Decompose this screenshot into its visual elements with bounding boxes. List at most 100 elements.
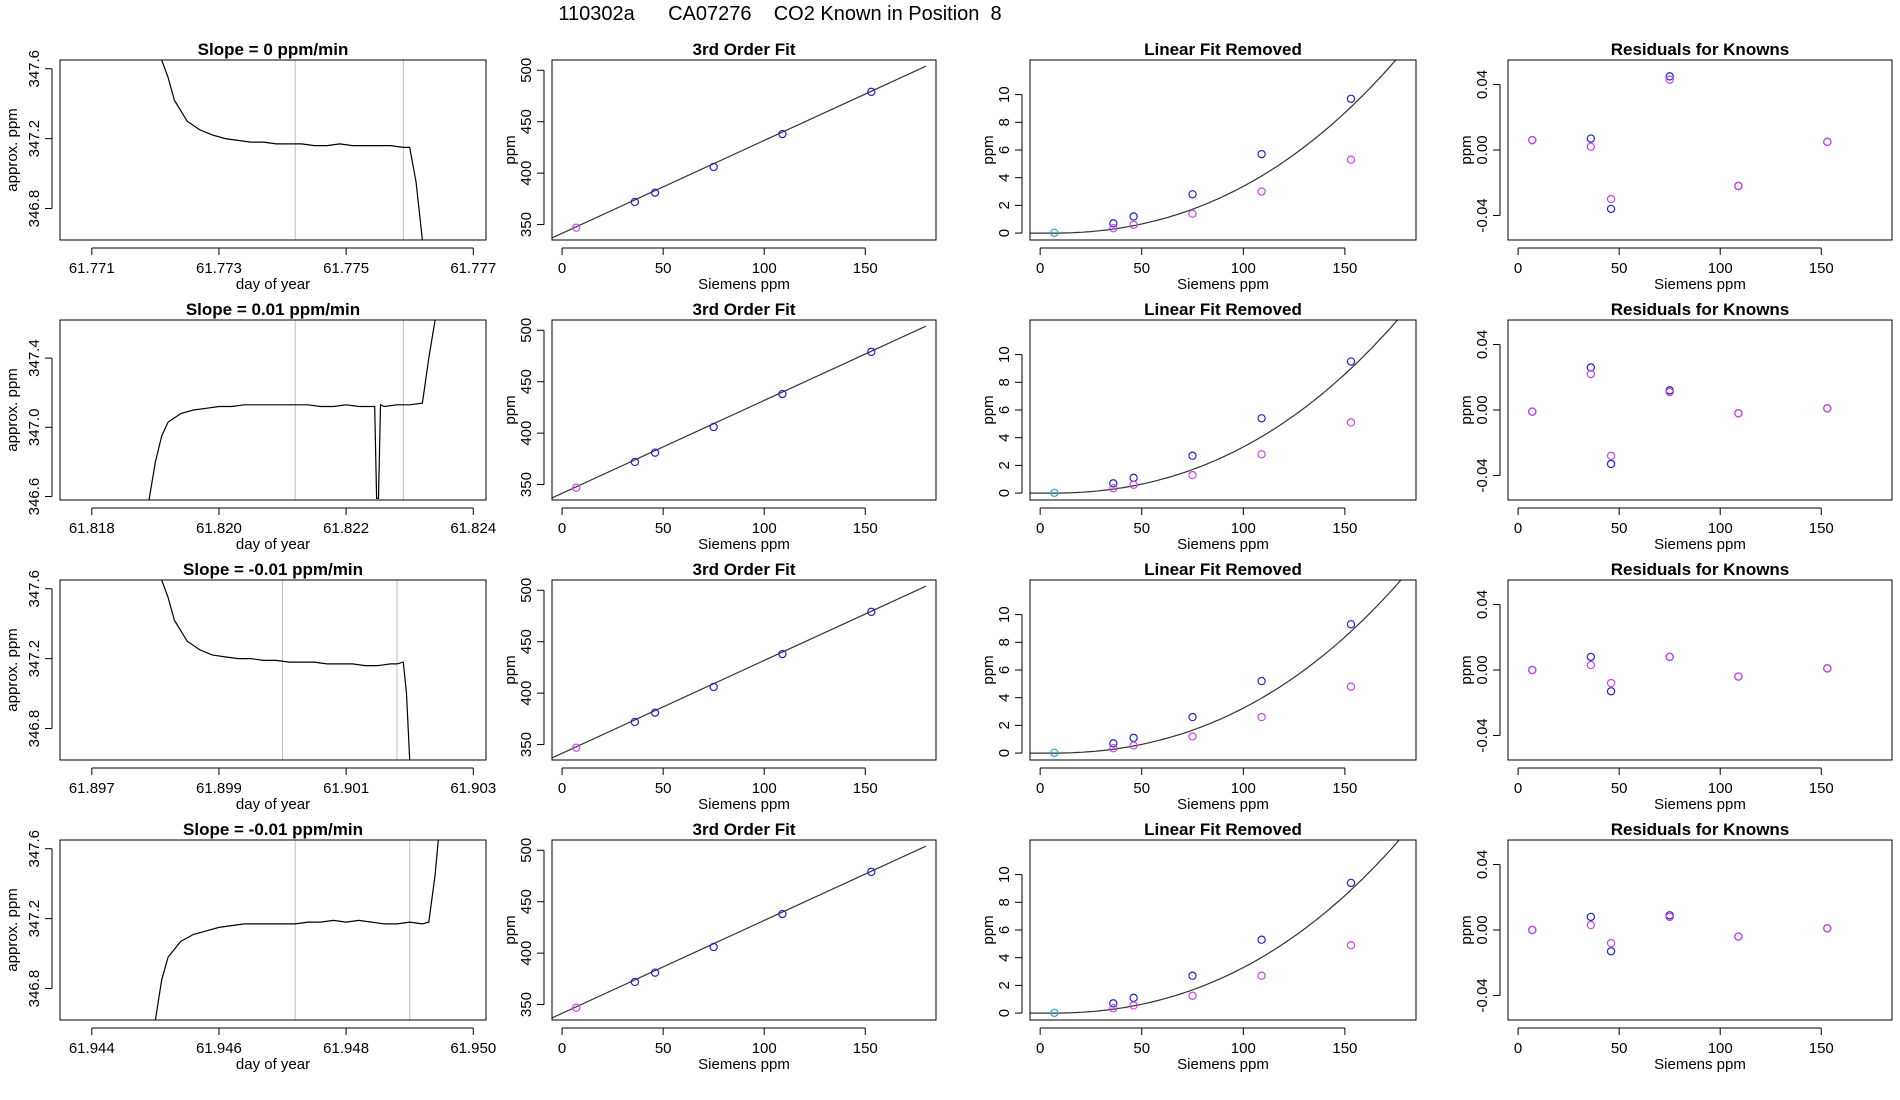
y-tick-label: 0 <box>996 489 1013 497</box>
data-point <box>1346 155 1356 164</box>
plot-frame <box>1029 579 1417 761</box>
plot-area <box>1030 580 1402 758</box>
y-tick-label: 350 <box>518 992 535 1017</box>
data-point <box>1257 187 1266 196</box>
plot-frame <box>1507 839 1893 1021</box>
data-point <box>1823 137 1832 147</box>
panel-title: Slope = -0.01 ppm/min <box>183 820 363 839</box>
panel-title: 3rd Order Fit <box>693 40 796 59</box>
x-tick-label: 0 <box>1036 260 1044 277</box>
panel-title: Linear Fit Removed <box>1144 300 1302 319</box>
panel-trace-row2: Slope = -0.01 ppm/min 61.897 61.899 61.901 6… <box>4 560 496 813</box>
panel-resid-row1: Residuals for Knowns 0 50 100 150 Siemens ppm… <box>1458 300 1893 553</box>
data-point <box>1050 748 1059 758</box>
plot-frame <box>59 59 487 241</box>
data-point <box>709 422 718 432</box>
x-tick-label: 150 <box>1332 520 1357 537</box>
x-axis-label: Siemens ppm <box>698 276 790 293</box>
panel-trace-row0: Slope = 0 ppm/min 61.771 61.773 61.775 61.77… <box>4 40 496 293</box>
panel-linfit-row0: Linear Fit Removed 0 50 100 150 Siemens ppm 0 2… <box>980 40 1417 293</box>
x-tick-label: 150 <box>1809 260 1834 277</box>
trace-line <box>161 60 423 240</box>
x-tick-label: 0 <box>1514 260 1522 277</box>
panel-linfit-row2: Linear Fit Removed 0 50 100 150 Siemens ppm 0 2… <box>980 560 1417 813</box>
y-tick-label: 0.00 <box>1474 395 1491 424</box>
data-point <box>778 129 787 139</box>
data-point <box>1257 676 1266 686</box>
x-tick-label: 50 <box>1611 1040 1628 1057</box>
data-point <box>630 717 640 727</box>
panel-title: Linear Fit Removed <box>1144 40 1302 59</box>
data-point <box>1528 135 1537 145</box>
x-tick-label: 50 <box>1133 780 1150 797</box>
fit-line <box>552 845 927 1019</box>
y-tick-label: 0 <box>996 229 1013 237</box>
x-tick-label: 100 <box>1708 260 1733 277</box>
plot-area <box>1030 320 1399 497</box>
data-point <box>1050 488 1059 497</box>
panel-fit-row1: 3rd Order Fit 0 50 100 150 Siemens ppm 350 400 4… <box>502 300 937 553</box>
fit-curve <box>1030 580 1402 754</box>
data-point <box>1586 369 1596 379</box>
x-tick-label: 150 <box>1809 520 1834 537</box>
data-point <box>1188 991 1197 1000</box>
y-tick-label: 347.0 <box>26 409 43 447</box>
plot-area <box>1528 72 1832 214</box>
plot-frame <box>59 839 487 1021</box>
y-tick-label: 0 <box>996 749 1013 757</box>
fit-line <box>552 65 927 239</box>
instrument-id: CA07276 <box>668 3 752 25</box>
x-tick-label: 50 <box>1611 260 1628 277</box>
y-axis-label: ppm <box>980 135 997 164</box>
data-point <box>1050 1008 1059 1018</box>
data-point <box>1606 451 1616 461</box>
y-tick-label: 10 <box>996 866 1013 883</box>
x-axis-label: Siemens ppm <box>1654 1056 1746 1073</box>
data-point <box>1257 971 1266 980</box>
x-tick-label: 100 <box>1231 780 1256 797</box>
fit-curve <box>1030 840 1400 1014</box>
data-point <box>1346 941 1356 950</box>
x-tick-label: 100 <box>1231 260 1256 277</box>
x-tick-label: 61.771 <box>69 260 115 277</box>
plot-frame <box>59 579 487 761</box>
data-point <box>1346 878 1356 888</box>
y-tick-label: 0.04 <box>1474 70 1491 99</box>
y-axis-label: approx. ppm <box>4 888 21 971</box>
data-point <box>1188 732 1197 741</box>
data-point <box>709 942 718 952</box>
y-tick-label: -0.04 <box>1474 198 1491 232</box>
panel-title: Linear Fit Removed <box>1144 820 1302 839</box>
y-tick-label: 0.00 <box>1474 915 1491 944</box>
y-tick-label: 0.00 <box>1474 655 1491 684</box>
data-point <box>650 968 660 977</box>
x-tick-label: 61.897 <box>69 780 115 797</box>
y-tick-label: 6 <box>996 926 1013 934</box>
x-tick-label: 61.777 <box>450 260 496 277</box>
data-point <box>1188 209 1197 218</box>
data-point <box>867 347 876 357</box>
x-tick-label: 50 <box>655 1040 672 1057</box>
y-tick-label: 350 <box>518 472 535 497</box>
fit-curve <box>1030 60 1397 234</box>
panel-resid-row3: Residuals for Knowns 0 50 100 150 Siemens ppm… <box>1458 820 1893 1073</box>
plot-area <box>161 60 423 240</box>
data-point <box>1346 418 1356 427</box>
y-tick-label: 450 <box>518 629 535 654</box>
data-point <box>1346 682 1356 691</box>
figure-subtitle: CO2 Known in Position 8 <box>773 3 1002 25</box>
y-tick-label: 4 <box>996 954 1013 962</box>
x-axis-label: Siemens ppm <box>1654 536 1746 553</box>
x-tick-label: 100 <box>752 1040 777 1057</box>
panel-resid-row0: Residuals for Knowns 0 50 100 150 Siemens ppm… <box>1458 40 1893 293</box>
plot-frame <box>1029 839 1417 1021</box>
y-tick-label: 8 <box>996 638 1013 646</box>
y-tick-label: 350 <box>518 212 535 237</box>
data-point <box>572 1003 581 1012</box>
x-tick-label: 100 <box>752 780 777 797</box>
y-tick-label: 347.6 <box>26 50 43 88</box>
y-tick-label: 6 <box>996 666 1013 674</box>
data-point <box>630 197 640 207</box>
x-tick-label: 50 <box>1133 520 1150 537</box>
data-point <box>867 867 876 877</box>
